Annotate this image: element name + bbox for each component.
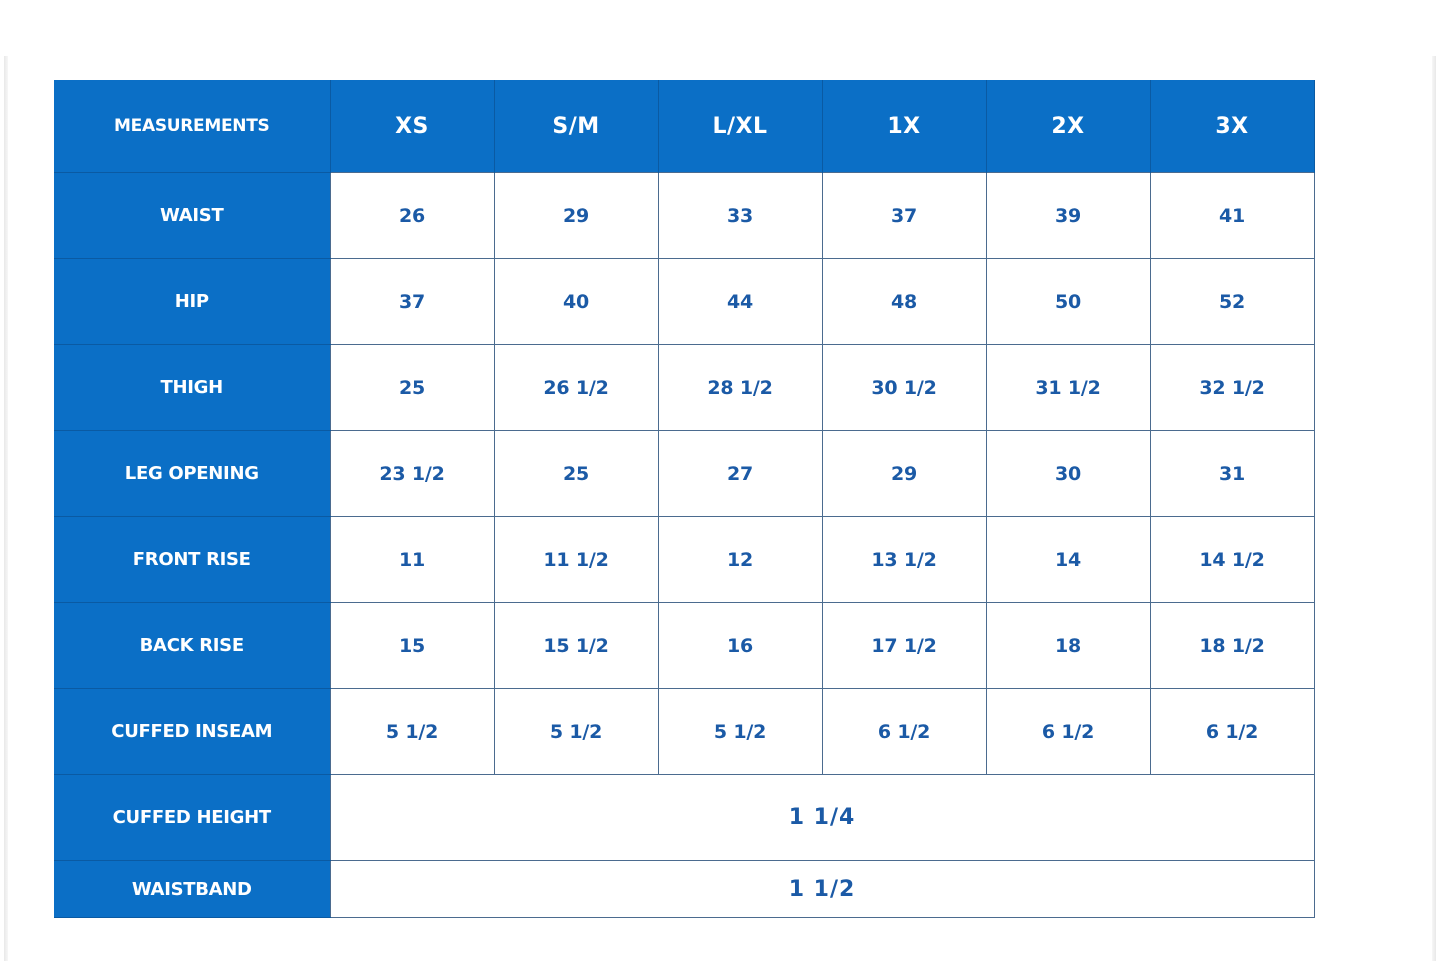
table-cell: 29 — [821, 430, 987, 517]
table-cell: 18 1/2 — [1149, 602, 1315, 689]
row-label-thigh: THIGH — [54, 344, 330, 431]
size-header-sm: S/M — [493, 80, 659, 173]
table-cell: 6 1/2 — [1149, 688, 1315, 775]
table-cell: 25 — [329, 344, 495, 431]
top-margin — [0, 0, 1439, 56]
row-label-back-rise: BACK RISE — [54, 602, 330, 689]
measurements-header: MEASUREMENTS — [54, 80, 331, 173]
table-cell: 5 1/2 — [329, 688, 495, 775]
table-cell: 39 — [985, 172, 1151, 259]
table-row-front-rise: FRONT RISE 11 11 1/2 12 13 1/2 14 14 1/2 — [54, 516, 1315, 603]
table-row-waist: WAIST 26 29 33 37 39 41 — [54, 172, 1315, 259]
table-cell: 11 — [329, 516, 495, 603]
table-cell: 44 — [657, 258, 823, 345]
table-cell: 32 1/2 — [1149, 344, 1315, 431]
size-header-lxl: L/XL — [657, 80, 823, 173]
table-cell: 30 — [985, 430, 1151, 517]
table-cell: 17 1/2 — [821, 602, 987, 689]
table-cell: 5 1/2 — [657, 688, 823, 775]
table-cell: 23 1/2 — [329, 430, 495, 517]
table-row-hip: HIP 37 40 44 48 50 52 — [54, 258, 1315, 345]
table-cell: 14 1/2 — [1149, 516, 1315, 603]
size-chart-table: MEASUREMENTS XS S/M L/XL 1X 2X 3X WAIST … — [54, 80, 1315, 918]
table-cell: 11 1/2 — [493, 516, 659, 603]
table-cell: 28 1/2 — [657, 344, 823, 431]
table-cell: 14 — [985, 516, 1151, 603]
size-header-xs: XS — [329, 80, 495, 173]
table-row-leg-opening: LEG OPENING 23 1/2 25 27 29 30 31 — [54, 430, 1315, 517]
table-row-cuffed-inseam: CUFFED INSEAM 5 1/2 5 1/2 5 1/2 6 1/2 6 … — [54, 688, 1315, 775]
table-cell: 26 — [329, 172, 495, 259]
table-cell: 40 — [493, 258, 659, 345]
table-row-cuffed-height: CUFFED HEIGHT 1 1/4 — [54, 774, 1315, 861]
table-cell: 18 — [985, 602, 1151, 689]
header-row: MEASUREMENTS XS S/M L/XL 1X 2X 3X — [54, 80, 1315, 173]
table-row-waistband: WAISTBAND 1 1/2 — [54, 860, 1315, 918]
table-cell: 33 — [657, 172, 823, 259]
row-label-waist: WAIST — [54, 172, 330, 259]
table-cell: 31 — [1149, 430, 1315, 517]
row-label-hip: HIP — [54, 258, 330, 345]
table-cell: 37 — [329, 258, 495, 345]
merged-value-cell: 1 1/4 — [329, 774, 1315, 861]
table-cell: 31 1/2 — [985, 344, 1151, 431]
table-row-thigh: THIGH 25 26 1/2 28 1/2 30 1/2 31 1/2 32 … — [54, 344, 1315, 431]
right-page-edge — [1432, 56, 1436, 961]
size-header-1x: 1X — [821, 80, 987, 173]
table-cell: 12 — [657, 516, 823, 603]
row-label-cuffed-inseam: CUFFED INSEAM — [54, 688, 330, 775]
table-row-back-rise: BACK RISE 15 15 1/2 16 17 1/2 18 18 1/2 — [54, 602, 1315, 689]
table-cell: 37 — [821, 172, 987, 259]
size-header-3x: 3X — [1149, 80, 1315, 173]
row-label-front-rise: FRONT RISE — [54, 516, 330, 603]
table-cell: 50 — [985, 258, 1151, 345]
table-cell: 5 1/2 — [493, 688, 659, 775]
merged-value-cell: 1 1/2 — [329, 860, 1315, 918]
table-cell: 27 — [657, 430, 823, 517]
row-label-cuffed-height: CUFFED HEIGHT — [54, 774, 330, 861]
table-cell: 41 — [1149, 172, 1315, 259]
table-cell: 13 1/2 — [821, 516, 987, 603]
table-cell: 15 1/2 — [493, 602, 659, 689]
table-cell: 52 — [1149, 258, 1315, 345]
table-cell: 26 1/2 — [493, 344, 659, 431]
table-cell: 25 — [493, 430, 659, 517]
row-label-leg-opening: LEG OPENING — [54, 430, 330, 517]
table-cell: 15 — [329, 602, 495, 689]
left-page-edge — [4, 56, 8, 961]
table-cell: 6 1/2 — [985, 688, 1151, 775]
table-cell: 48 — [821, 258, 987, 345]
row-label-waistband: WAISTBAND — [54, 860, 330, 918]
table-cell: 6 1/2 — [821, 688, 987, 775]
size-header-2x: 2X — [985, 80, 1151, 173]
table-cell: 29 — [493, 172, 659, 259]
table-cell: 16 — [657, 602, 823, 689]
table-cell: 30 1/2 — [821, 344, 987, 431]
